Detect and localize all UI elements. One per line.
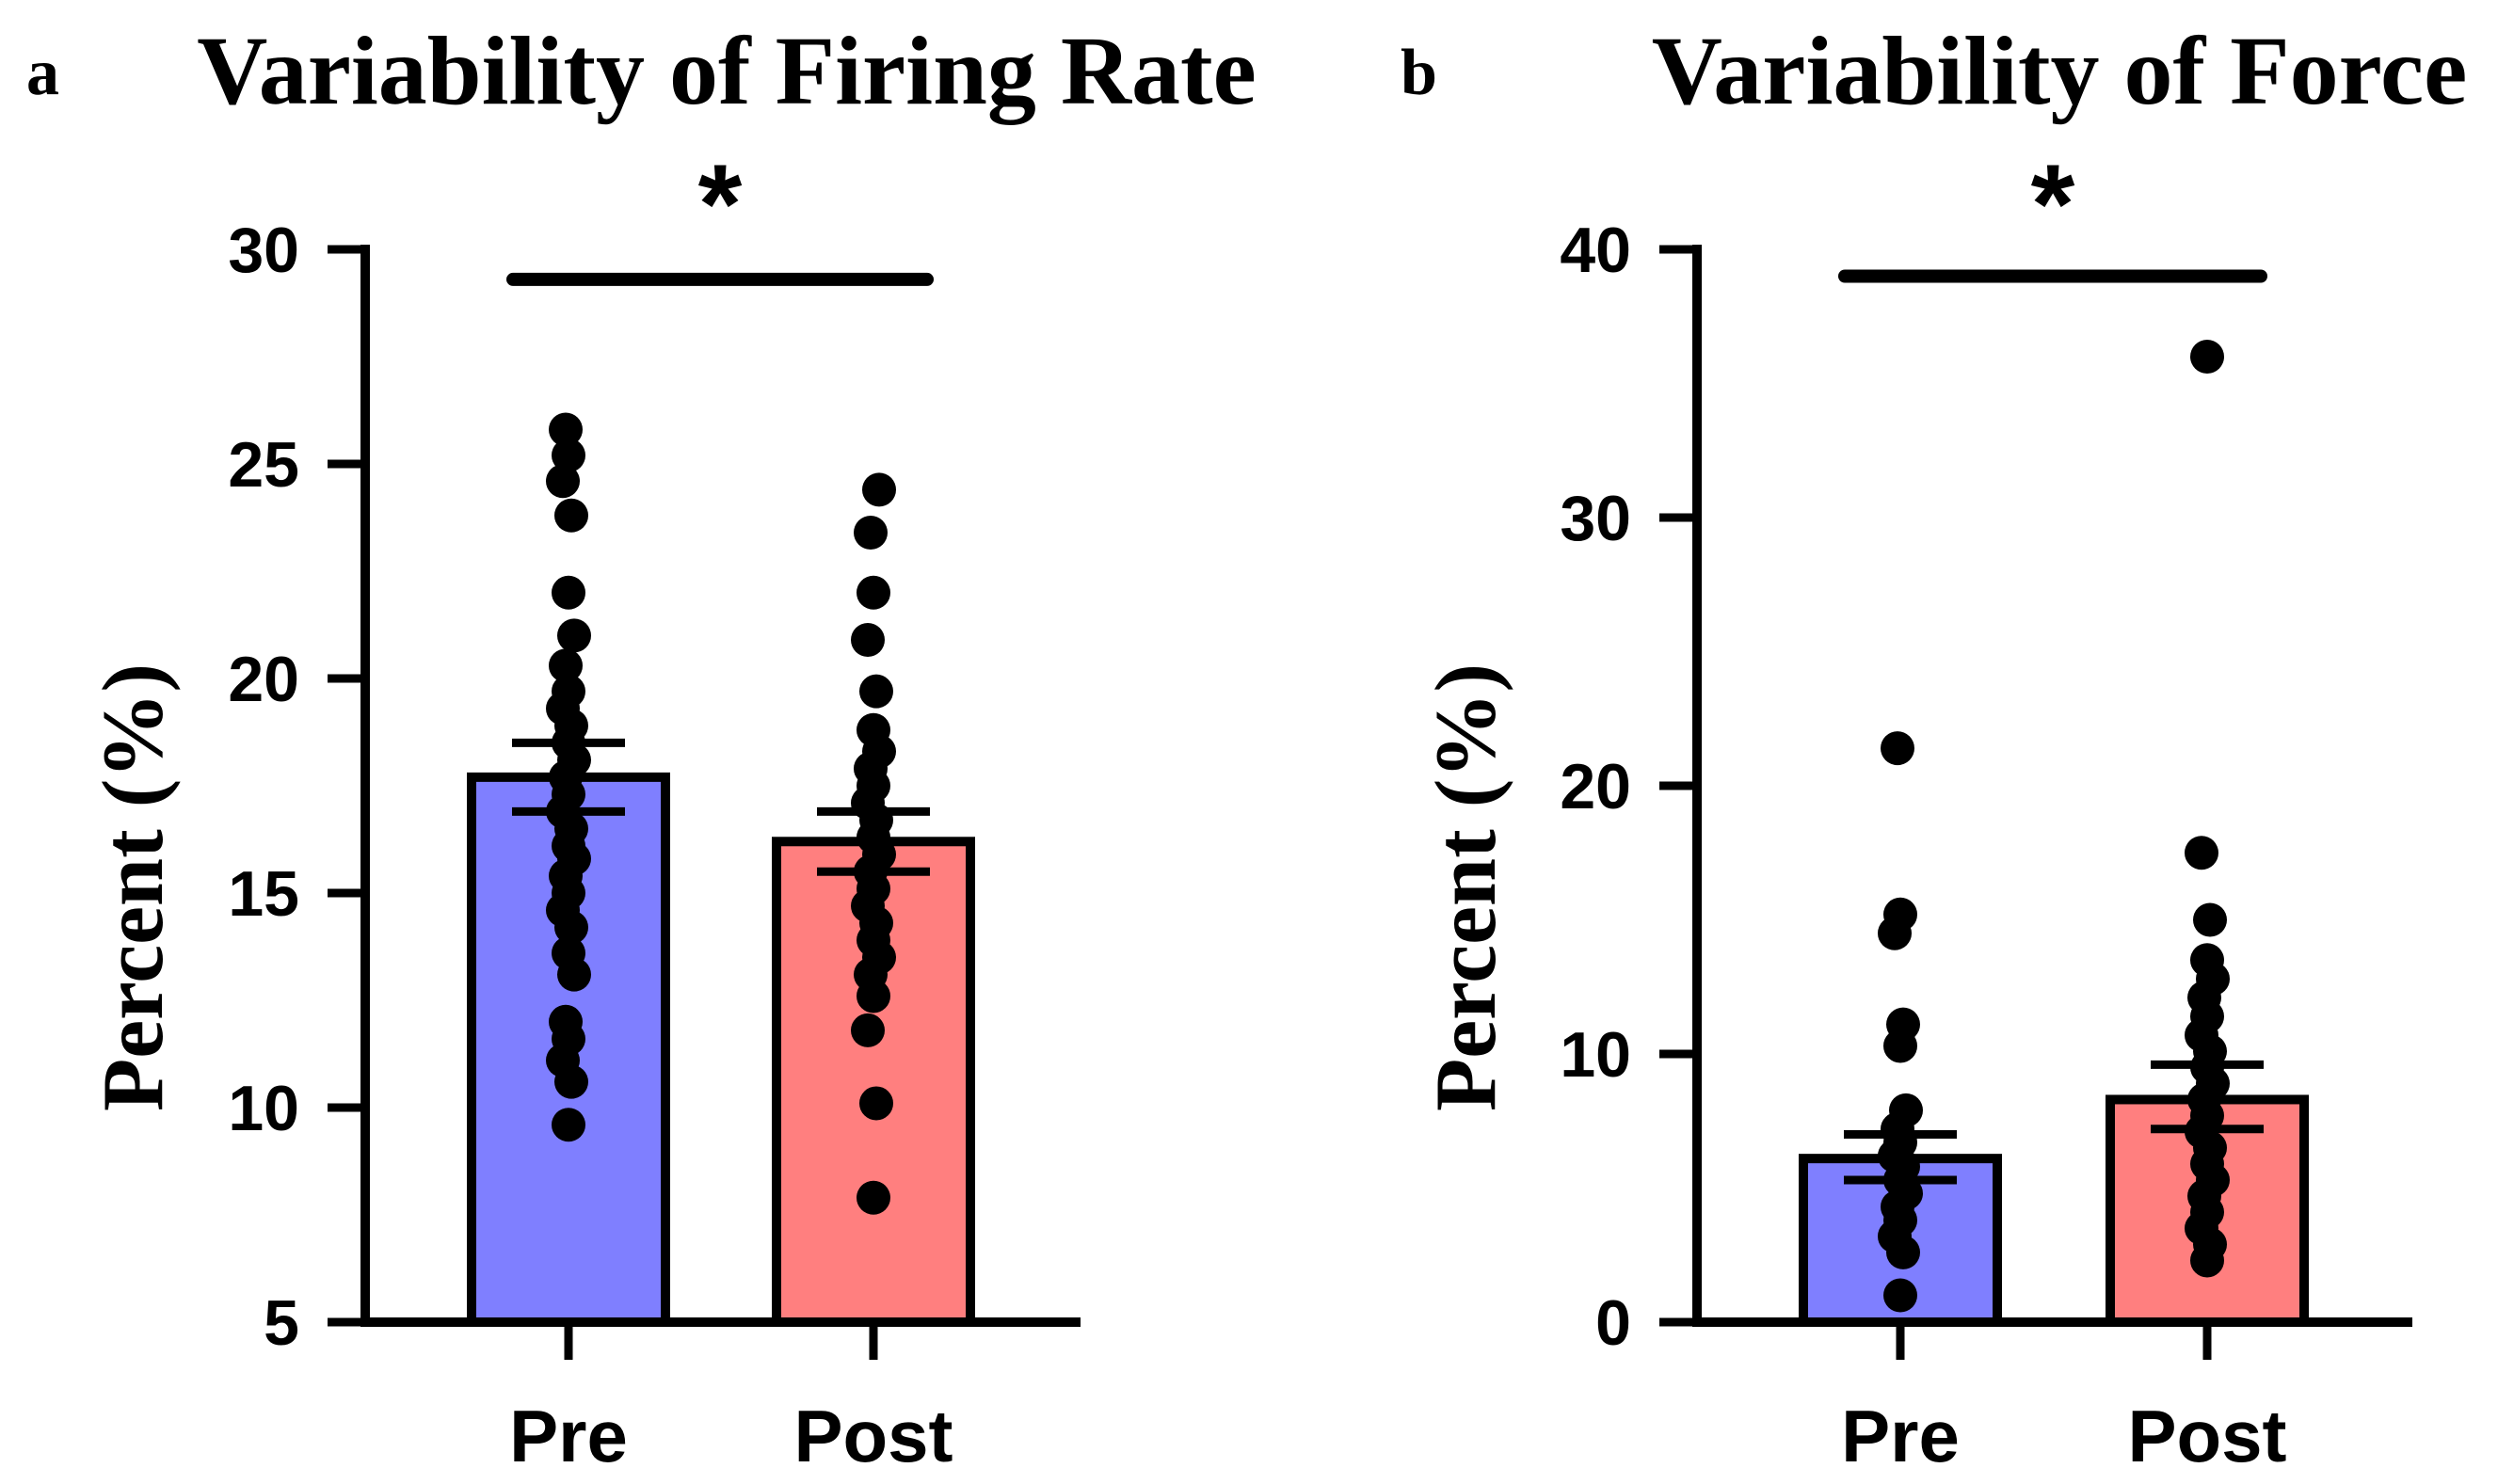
data-point-post-a: [851, 622, 885, 657]
data-point-post-b: [2185, 836, 2218, 870]
data-point-post-a: [857, 1180, 890, 1215]
chart-title-b: Variability of Force: [1652, 17, 2468, 125]
y-tick-label-b: 40: [1560, 215, 1631, 286]
data-point-pre-a: [549, 412, 583, 447]
x-category-label-pre-b: Pre: [1841, 1395, 1960, 1477]
panel-b: b Variability of Force Percent (%) 0 10 20…: [1401, 17, 2467, 1477]
data-point-post-a: [859, 674, 893, 709]
chart-title-a: Variability of Firing Rate: [197, 17, 1257, 125]
panel-letter-a: a: [26, 37, 59, 109]
y-tick-label-a: 20: [228, 644, 299, 715]
data-point-pre-b: [1883, 897, 1917, 932]
data-point-pre-a: [549, 1004, 583, 1039]
significance-star-b: *: [2031, 141, 2075, 267]
y-axis-label-b: Percent (%): [1417, 663, 1513, 1111]
data-point-pre-a: [552, 438, 585, 472]
data-point-pre-a: [557, 618, 591, 653]
x-category-label-post-a: Post: [793, 1395, 953, 1477]
data-point-post-a: [857, 712, 890, 747]
y-tick-label-a: 25: [228, 429, 299, 501]
data-point-post-a: [859, 1086, 893, 1121]
data-point-post-a: [854, 515, 888, 550]
y-tick-label-a: 10: [228, 1073, 299, 1144]
data-point-pre-a: [552, 935, 585, 970]
data-point-pre-a: [552, 674, 585, 709]
x-category-label-pre-a: Pre: [509, 1395, 628, 1477]
y-axis-label-a: Percent (%): [85, 663, 181, 1111]
plot-area-a: 5 10 15 20 25 30 Pre Post *: [228, 141, 1081, 1477]
data-point-post-b: [2193, 902, 2227, 937]
y-tick-label-a: 30: [228, 215, 299, 286]
data-point-pre-b: [1889, 1093, 1923, 1127]
y-tick-label-b: 20: [1560, 751, 1631, 822]
y-tick-label-b: 10: [1560, 1019, 1631, 1091]
y-tick-label-a: 15: [228, 858, 299, 930]
y-tick-label-b: 30: [1560, 483, 1631, 554]
data-point-pre-a: [549, 648, 583, 683]
panel-letter-b: b: [1401, 37, 1437, 109]
plot-area-b: 0 10 20 30 40 Pre Post *: [1560, 141, 2412, 1477]
data-point-pre-b: [1886, 1007, 1920, 1042]
data-point-post-a: [862, 472, 896, 507]
data-point-post-a: [857, 575, 890, 610]
x-category-label-post-b: Post: [2127, 1395, 2286, 1477]
y-tick-label-b: 0: [1595, 1287, 1631, 1359]
data-point-post-b: [2190, 943, 2224, 978]
y-tick-label-a: 5: [264, 1287, 299, 1359]
data-point-pre-a: [546, 464, 580, 499]
significance-star-a: *: [698, 141, 743, 267]
data-point-pre-b: [1883, 1278, 1917, 1313]
data-point-pre-a: [554, 498, 588, 533]
data-point-pre-a: [552, 1108, 585, 1142]
data-point-post-a: [851, 1013, 885, 1047]
data-point-pre-b: [1881, 731, 1914, 766]
data-point-post-b: [2190, 340, 2224, 374]
panel-a: a Variability of Firing Rate Percent (%)…: [26, 17, 1257, 1477]
data-point-pre-a: [552, 575, 585, 610]
